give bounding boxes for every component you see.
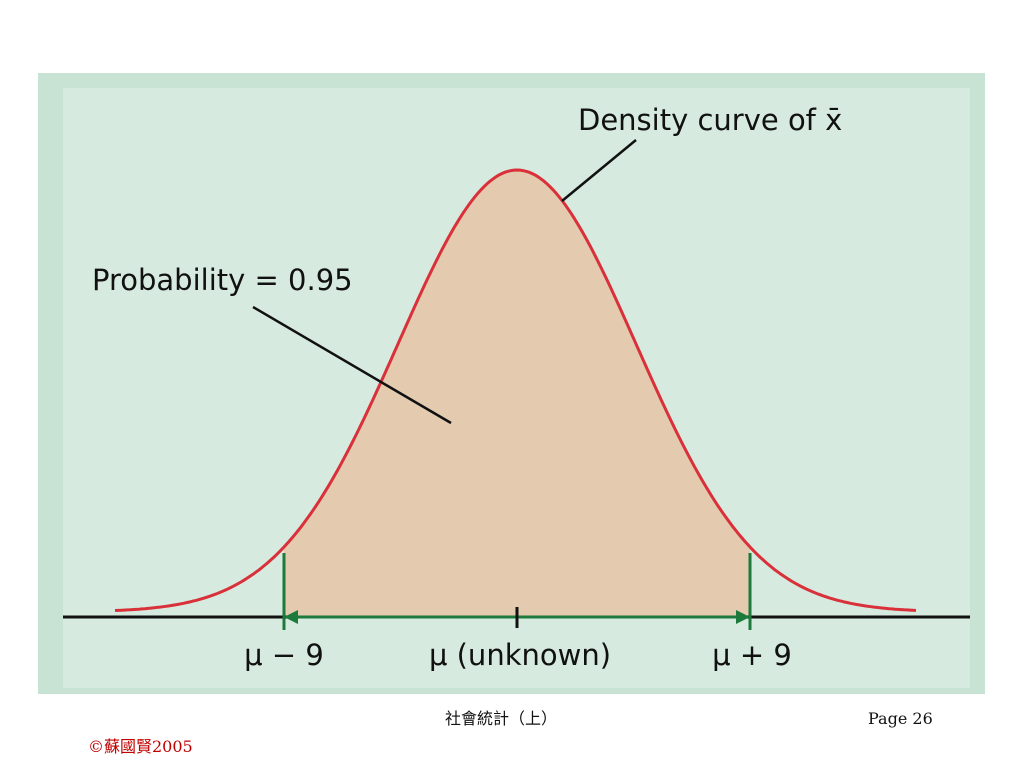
arrow-head xyxy=(736,610,750,624)
right-label: μ + 9 xyxy=(712,638,792,672)
course-name: 社會統計（上） xyxy=(445,709,557,728)
page-number: Page 26 xyxy=(868,709,933,728)
left-label: μ − 9 xyxy=(244,638,324,672)
probability-area xyxy=(284,170,750,617)
leader-line xyxy=(252,305,452,425)
leader-line xyxy=(561,139,637,202)
probability-label: Probability = 0.95 xyxy=(92,263,353,297)
arrow-head xyxy=(284,610,298,624)
center-label: μ (unknown) xyxy=(429,638,611,672)
curve-label: Density curve of x̄ xyxy=(578,103,842,137)
density-curve xyxy=(114,168,917,612)
copyright: ©蘇國賢2005 xyxy=(88,737,193,756)
